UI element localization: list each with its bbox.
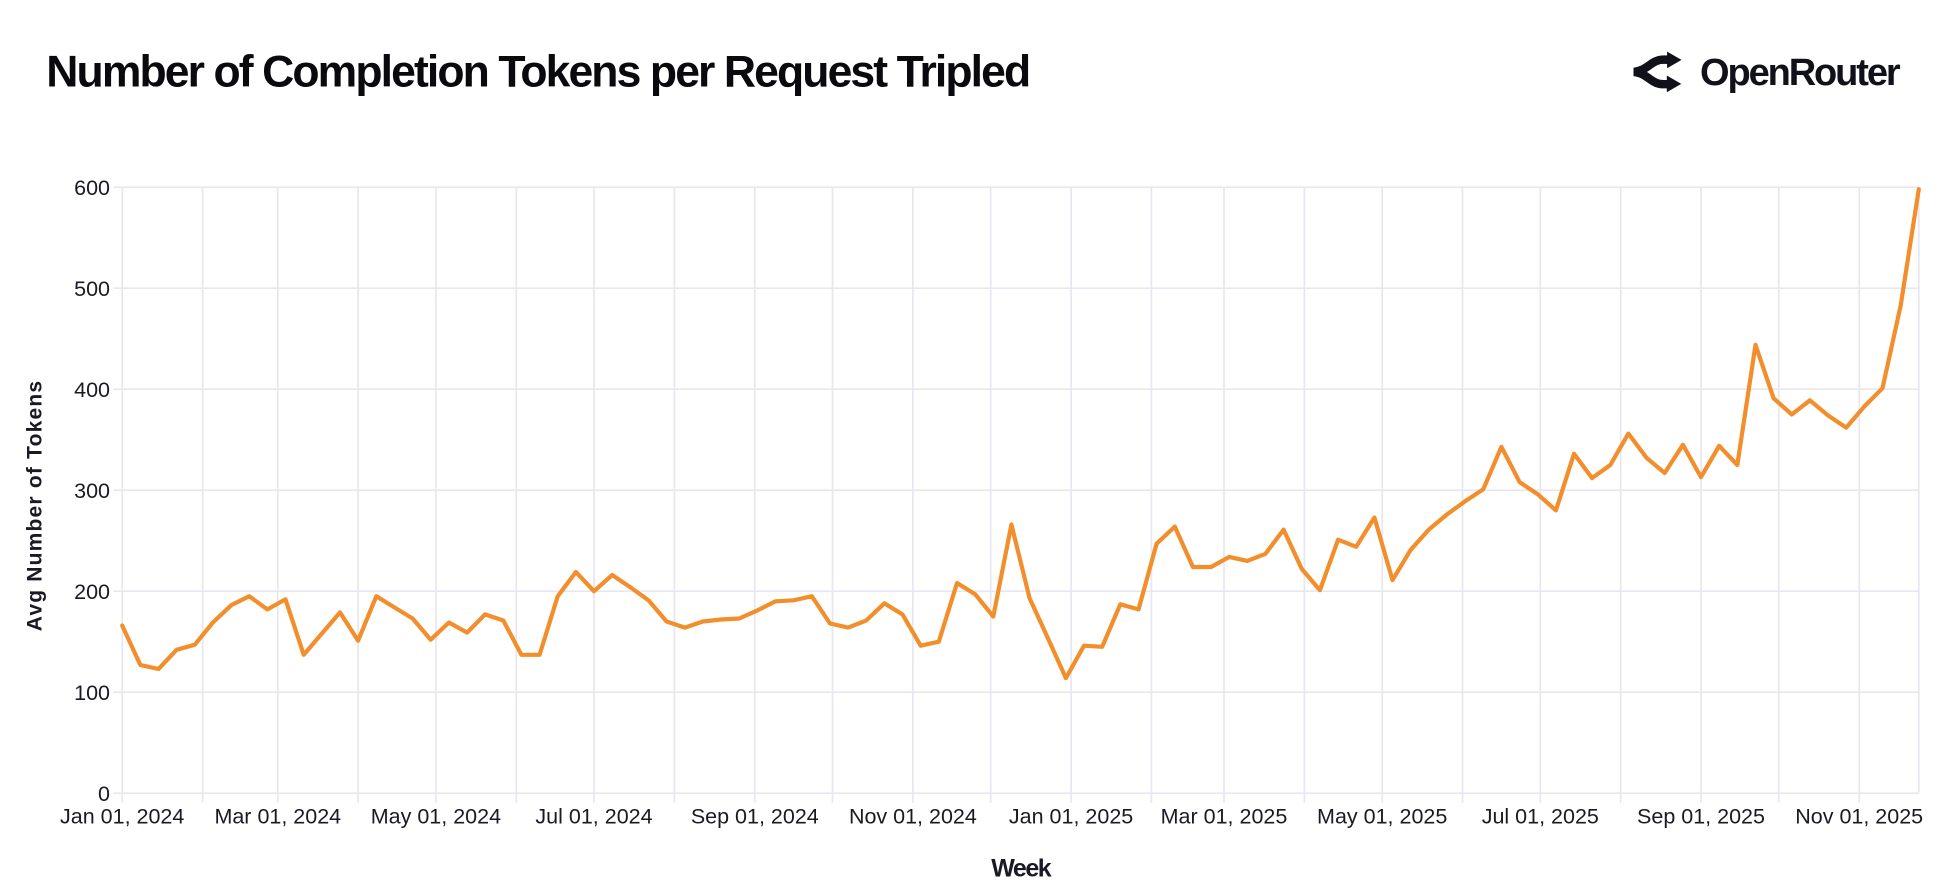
svg-text:500: 500 (74, 277, 110, 301)
svg-text:Jan 01, 2025: Jan 01, 2025 (1009, 804, 1133, 828)
svg-text:Jan 01, 2024: Jan 01, 2024 (60, 804, 184, 828)
svg-text:Number of Completion Tokens pe: Number of Completion Tokens per Request … (46, 47, 1029, 96)
svg-text:Nov 01, 2025: Nov 01, 2025 (1795, 804, 1923, 828)
svg-text:300: 300 (74, 479, 110, 503)
svg-text:600: 600 (74, 176, 110, 200)
svg-text:Mar 01, 2024: Mar 01, 2024 (214, 804, 341, 828)
svg-text:100: 100 (74, 681, 110, 705)
svg-text:200: 200 (74, 580, 110, 604)
svg-text:Nov 01, 2024: Nov 01, 2024 (849, 804, 977, 828)
svg-text:Sep 01, 2025: Sep 01, 2025 (1637, 804, 1765, 828)
svg-text:0: 0 (98, 782, 110, 806)
svg-text:Jul 01, 2024: Jul 01, 2024 (535, 804, 652, 828)
svg-text:Avg Number of Tokens: Avg Number of Tokens (24, 380, 47, 632)
svg-text:OpenRouter: OpenRouter (1700, 52, 1901, 94)
svg-text:400: 400 (74, 378, 110, 402)
svg-text:May 01, 2024: May 01, 2024 (371, 804, 501, 828)
svg-text:Jul 01, 2025: Jul 01, 2025 (1482, 804, 1599, 828)
svg-text:May 01, 2025: May 01, 2025 (1317, 804, 1447, 828)
svg-text:Mar 01, 2025: Mar 01, 2025 (1161, 804, 1288, 828)
svg-text:Sep 01, 2024: Sep 01, 2024 (691, 804, 819, 828)
svg-text:Week: Week (991, 854, 1051, 882)
